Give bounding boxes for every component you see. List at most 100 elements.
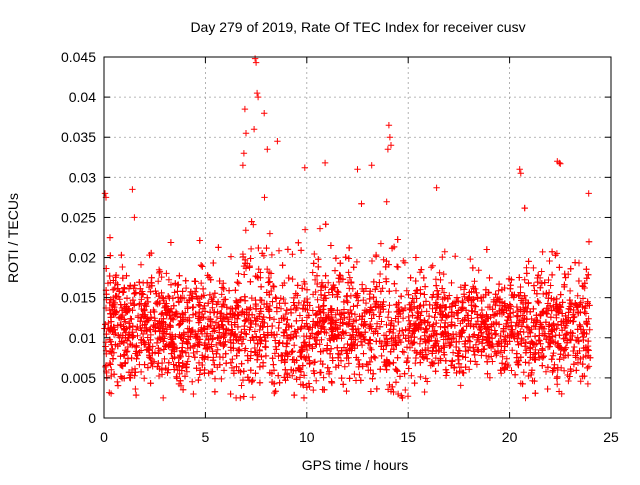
data-point: [567, 317, 574, 324]
data-point: [446, 342, 453, 349]
data-point: [253, 333, 260, 340]
x-tick-label: 0: [100, 429, 108, 445]
data-point: [114, 281, 121, 288]
data-point: [329, 317, 336, 324]
data-point: [451, 322, 459, 329]
data-point: [433, 305, 440, 312]
data-point: [359, 363, 366, 370]
data-point: [131, 343, 139, 350]
data-point: [340, 306, 348, 313]
data-point: [300, 339, 307, 346]
data-point: [317, 328, 325, 335]
data-point: [484, 358, 491, 365]
data-point: [553, 375, 561, 382]
data-point: [350, 318, 357, 325]
data-point: [109, 302, 116, 310]
data-point: [328, 333, 336, 341]
data-point: [508, 367, 515, 374]
data-point: [527, 308, 534, 315]
data-point: [329, 291, 336, 298]
data-point: [489, 306, 496, 313]
data-point: [108, 372, 115, 380]
y-tick-label: 0: [88, 410, 96, 426]
data-point: [441, 248, 448, 255]
data-point: [460, 291, 468, 298]
data-point: [326, 350, 334, 357]
data-point: [561, 281, 568, 288]
data-point: [191, 342, 198, 349]
data-point: [459, 305, 466, 312]
data-point: [434, 293, 442, 301]
data-point: [269, 298, 276, 305]
data-point: [394, 236, 401, 243]
data-point: [395, 299, 402, 306]
data-point: [360, 296, 367, 304]
data-point: [266, 306, 273, 314]
data-point: [283, 371, 291, 378]
data-point: [373, 320, 381, 327]
data-point: [272, 337, 279, 344]
data-point: [346, 274, 353, 281]
data-point: [516, 166, 523, 173]
data-point: [468, 288, 475, 295]
data-point: [571, 343, 578, 351]
data-point: [250, 126, 258, 133]
data-point: [309, 307, 316, 314]
data-point: [244, 374, 251, 381]
data-point: [472, 321, 480, 328]
data-point: [289, 275, 296, 283]
data-point: [301, 164, 308, 171]
data-point: [405, 291, 412, 298]
data-point: [214, 334, 221, 341]
data-point: [251, 328, 259, 335]
data-point: [179, 310, 186, 317]
data-point: [144, 298, 152, 306]
data-point: [110, 286, 117, 293]
data-point: [147, 288, 154, 295]
data-point: [586, 326, 593, 333]
data-point: [467, 358, 474, 365]
data-point: [118, 375, 126, 382]
data-point: [159, 325, 167, 332]
data-point: [527, 344, 534, 351]
data-point: [565, 305, 572, 312]
data-point: [532, 323, 539, 330]
data-point: [457, 284, 464, 291]
data-point: [216, 361, 223, 368]
data-point: [522, 349, 530, 356]
data-point: [405, 337, 412, 345]
data-point: [129, 322, 136, 330]
data-point: [344, 279, 352, 286]
data-point: [464, 312, 471, 319]
data-point: [453, 343, 460, 351]
data-point: [329, 354, 336, 362]
data-point: [303, 286, 311, 293]
data-point: [402, 386, 409, 394]
data-point: [432, 337, 439, 344]
data-point: [367, 366, 374, 374]
data-point: [335, 362, 342, 369]
data-point: [384, 314, 392, 321]
data-point: [144, 294, 151, 301]
data-point: [508, 326, 515, 333]
data-point: [166, 294, 173, 302]
data-point: [584, 380, 592, 388]
chart-title: Day 279 of 2019, Rate Of TEC Index for r…: [190, 19, 525, 35]
data-point: [545, 295, 552, 302]
data-point: [282, 310, 289, 318]
data-point: [542, 319, 550, 326]
data-point: [117, 353, 124, 360]
data-point: [585, 271, 592, 278]
data-point: [523, 270, 530, 277]
data-point: [515, 341, 522, 348]
data-point: [106, 359, 114, 367]
data-point: [431, 314, 438, 321]
data-point: [543, 336, 550, 343]
data-point: [345, 269, 352, 276]
data-point: [536, 325, 543, 333]
data-point: [110, 277, 117, 284]
data-point: [258, 353, 265, 360]
data-point: [141, 361, 148, 368]
data-point: [122, 334, 129, 341]
data-point: [141, 375, 148, 382]
